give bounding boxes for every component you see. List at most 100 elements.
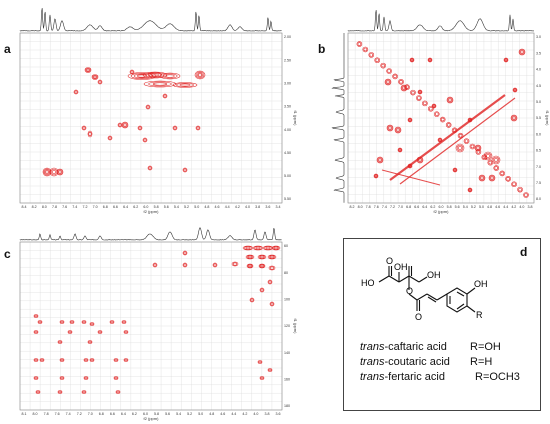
panel-b-xtick-label: 7.6 <box>374 205 379 209</box>
panel-b-diagonal-peak <box>493 165 500 171</box>
panel-b-contour-peak <box>467 187 473 193</box>
panel-b-xtick-label: 6.2 <box>430 205 435 209</box>
panel-b-yaxis-label: f1 (ppm) <box>545 111 550 127</box>
panel-a-ytick-label: 5.50 <box>284 197 291 201</box>
panel-b-diagonal-peak <box>362 46 369 53</box>
panel-b-contour-peak <box>458 146 462 150</box>
panel-b-ytick-label: 5.0 <box>536 100 541 104</box>
panel-b-contour-peak <box>518 48 526 56</box>
panel-b-contour-peak <box>453 168 457 172</box>
panel-b-crosspeak-streak <box>381 169 441 186</box>
panel-c-contour-peak <box>114 358 118 362</box>
panel-b-contour-peak <box>468 188 472 192</box>
panel-b-contour-peak <box>453 168 457 172</box>
panel-a-contour-peak <box>196 126 200 130</box>
panel-c-contour-peak <box>97 330 103 334</box>
panel-c-xtick-label: 7.2 <box>77 412 82 416</box>
panel-c-contour-peak <box>271 245 281 251</box>
panel-b-contour-peak <box>408 118 412 122</box>
panel-d-structure-box <box>343 238 541 411</box>
panel-c-contour-peak <box>114 376 118 380</box>
panel-c-contour-peak <box>98 330 102 334</box>
panel-a-xtick-label: 5.8 <box>154 205 159 209</box>
panel-c-contour-peak <box>87 340 93 344</box>
panel-c-contour-peak <box>82 390 86 394</box>
panel-b-contour-peak <box>398 148 402 152</box>
panel-b-contour-peak <box>455 143 465 153</box>
panel-b-contour-peak <box>504 58 508 62</box>
panel-c-contour-peak <box>90 358 94 362</box>
panel-b-contour-peak <box>396 128 400 132</box>
panel-b-ytick-label: 7.5 <box>536 181 541 185</box>
compound-1-r: R=OH <box>470 341 501 353</box>
panel-a-letter: a <box>4 42 11 56</box>
panel-c-contour-peak <box>182 250 188 256</box>
panel-b-diagonal-peak <box>417 96 421 100</box>
panel-c-contour-peak <box>109 320 115 324</box>
panel-c-contour-peak <box>34 314 38 318</box>
panel-a-contour-peak <box>195 125 201 131</box>
panel-b-xtick-label: 7.2 <box>390 205 395 209</box>
panel-b-contour-peak <box>492 156 500 164</box>
panel-c-contour-peak <box>260 255 264 259</box>
panel-c-contour-peak <box>40 358 44 362</box>
panel-b-xtick-label: 4.0 <box>519 205 524 209</box>
panel-c-xtick-label: 7.0 <box>88 412 93 416</box>
panel-b-contour-peak <box>418 90 422 94</box>
panel-b-contour-peak <box>376 156 384 164</box>
panel-c-contour-peak <box>123 330 129 334</box>
panel-b-contour-peak <box>438 138 442 142</box>
panel-b-contour-peak <box>486 154 490 158</box>
panel-c-contour-peak <box>59 358 65 362</box>
panel-c-contour-peak <box>248 255 252 259</box>
panel-b-xtick-label: 6.6 <box>414 205 419 209</box>
panel-b-contour-peak <box>432 104 436 108</box>
panel-a-contour-peak <box>85 67 91 73</box>
panel-b-contour-peak <box>520 50 524 54</box>
panel-b-diagonal-peak <box>517 186 523 193</box>
panel-b-diagonal-peak <box>381 63 385 68</box>
panel-c-spectrum: 8.1 8.0 7.8 7.6 7.4 7.2 7.0 6.8 6.6 6.4 6.2 6.0 5.8 5… <box>19 227 298 421</box>
panel-b-contour-peak <box>488 174 496 182</box>
panel-b-contour-peak <box>377 157 383 163</box>
panel-b-contour-peak <box>484 152 492 160</box>
panel-c-ytick-label: 180 <box>284 404 290 408</box>
panel-a-contour-peak <box>50 168 58 176</box>
panel-c-contour-peak <box>182 262 188 268</box>
panel-b-xtick-label: 4.2 <box>511 205 516 209</box>
panel-b-contour-peak <box>513 88 517 92</box>
panel-c-letter: c <box>4 247 11 261</box>
panel-b-contour-peak <box>428 58 432 62</box>
panel-b-diagonal-peak <box>506 177 510 181</box>
panel-b-diagonal-peak <box>511 181 517 187</box>
panel-a-contour-peak <box>146 105 150 109</box>
panel-a-xtick-label: 4.2 <box>235 205 240 209</box>
panel-a-1d-trace <box>19 8 282 32</box>
structure-label-oh-ring: OH <box>474 279 488 289</box>
panel-a-contour-peak <box>148 73 162 77</box>
panel-b-xtick-label: 6.8 <box>406 205 411 209</box>
panel-c-contour-peak <box>60 376 64 380</box>
panel-b-contour-peak <box>510 114 518 122</box>
panel-c-xaxis-label: f2 (ppm) <box>144 416 160 421</box>
panel-a-xaxis-label: f2 (ppm) <box>144 209 160 214</box>
panel-b-xtick-label: 5.4 <box>463 205 468 209</box>
panel-c-xtick-label: 7.8 <box>44 412 49 416</box>
panel-a-contour-peak <box>130 70 134 74</box>
panel-a-xtick-label: 8.2 <box>32 205 37 209</box>
panel-b-diagonal-peak <box>463 138 470 144</box>
panel-b-diagonal-peak <box>470 144 475 149</box>
panel-c-contour-peak <box>265 246 271 250</box>
panel-b-diagonal-peak <box>488 160 493 165</box>
panel-a-xtick-label: 5.2 <box>184 205 189 209</box>
compound-1-name: trans-caftaric acid <box>360 341 447 353</box>
panel-c-contour-peak <box>267 368 273 372</box>
panel-a-ytick-label: 2.50 <box>284 58 291 62</box>
panel-b-diagonal-peak <box>369 53 374 57</box>
panel-a-xtick-label: 5.6 <box>164 205 169 209</box>
panel-a-ytick-label: 2.00 <box>284 35 291 39</box>
panel-c-contour-peak <box>82 320 86 324</box>
panel-b-contour-peak <box>456 144 464 152</box>
structure-label-r: R <box>476 310 483 320</box>
panel-a-xtick-label: 3.4 <box>276 205 281 209</box>
